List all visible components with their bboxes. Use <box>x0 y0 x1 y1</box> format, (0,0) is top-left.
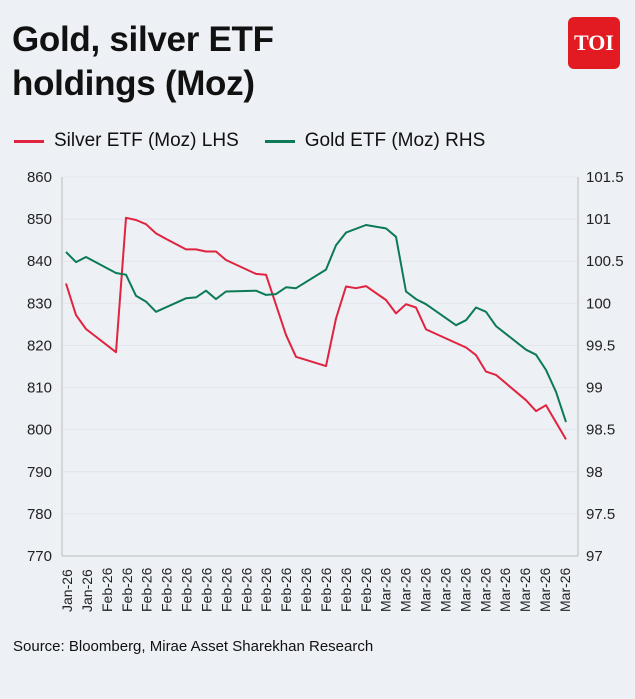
y-left-tick-label: 770 <box>27 548 52 565</box>
y-right-tick-label: 99 <box>586 380 603 397</box>
source-note: Source: Bloomberg, Mirae Asset Sharekhan… <box>13 638 374 655</box>
title-line-1: Gold, silver ETF <box>12 20 274 59</box>
x-tick-label: Mar-26 <box>557 567 573 612</box>
x-tick-label: Jan-26 <box>59 569 75 612</box>
legend: Silver ETF (Moz) LHS Gold ETF (Moz) RHS <box>14 130 511 152</box>
gold-etf-line <box>65 224 567 423</box>
x-tick-label: Feb-26 <box>238 567 254 612</box>
legend-swatch-gold <box>264 139 295 143</box>
legend-label-gold: Gold ETF (Moz) RHS <box>304 130 486 151</box>
y-left-tick-label: 790 <box>27 464 52 481</box>
x-tick-label: Mar-26 <box>437 567 453 612</box>
toi-logo: TOI <box>568 17 620 69</box>
x-tick-label: Feb-26 <box>179 567 195 612</box>
x-tick-label: Mar-26 <box>517 567 533 612</box>
y-right-tick-label: 98.5 <box>586 422 615 439</box>
x-tick-label: Feb-26 <box>218 567 234 612</box>
legend-swatch-silver <box>14 139 44 143</box>
x-tick-label: Feb-26 <box>198 567 214 612</box>
y-right-tick-label: 98 <box>586 464 603 481</box>
y-right-tick-label: 101.5 <box>586 169 624 186</box>
x-tick-label: Mar-26 <box>398 567 414 612</box>
x-tick-label: Feb-26 <box>318 567 334 612</box>
x-tick-label: Jan-26 <box>79 569 95 612</box>
x-tick-label: Feb-26 <box>278 567 294 612</box>
y-left-tick-label: 830 <box>27 295 52 312</box>
legend-item-gold: Gold ETF (Moz) RHS <box>264 130 486 152</box>
x-tick-label: Mar-26 <box>497 567 513 612</box>
y-right-tick-label: 97.5 <box>586 506 615 523</box>
x-tick-label: Feb-26 <box>298 567 314 612</box>
y-right-tick-label: 100.5 <box>586 253 624 270</box>
y-right-tick-label: 101 <box>586 211 611 228</box>
x-tick-label: Mar-26 <box>537 567 553 612</box>
y-left-tick-label: 850 <box>27 211 52 228</box>
y-left-tick-label: 860 <box>27 169 52 186</box>
y-right-tick-label: 99.5 <box>586 337 615 354</box>
y-left-tick-label: 820 <box>27 337 52 354</box>
x-tick-label: Feb-26 <box>119 567 135 612</box>
x-tick-label: Mar-26 <box>418 567 434 612</box>
y-left-tick-label: 840 <box>27 253 52 270</box>
x-tick-label: Feb-26 <box>99 567 115 612</box>
x-tick-label: Mar-26 <box>378 567 394 612</box>
x-tick-label: Mar-26 <box>457 567 473 612</box>
silver-etf-line <box>65 216 567 440</box>
chart-title: Gold, silver ETF holdings (Moz) <box>12 18 274 106</box>
x-tick-label: Feb-26 <box>358 567 374 612</box>
y-left-tick-label: 800 <box>27 422 52 439</box>
y-left-tick-label: 810 <box>27 380 52 397</box>
x-tick-label: Feb-26 <box>258 567 274 612</box>
y-right-tick-label: 100 <box>586 295 611 312</box>
legend-label-silver: Silver ETF (Moz) LHS <box>54 130 239 151</box>
x-tick-label: Feb-26 <box>159 567 175 612</box>
title-line-2: holdings (Moz) <box>12 64 255 103</box>
y-right-tick-label: 97 <box>586 548 603 565</box>
legend-item-silver: Silver ETF (Moz) LHS <box>14 130 239 152</box>
x-tick-label: Feb-26 <box>338 567 354 612</box>
y-left-tick-label: 780 <box>27 506 52 523</box>
x-tick-label: Mar-26 <box>477 567 493 612</box>
x-tick-label: Feb-26 <box>139 567 155 612</box>
